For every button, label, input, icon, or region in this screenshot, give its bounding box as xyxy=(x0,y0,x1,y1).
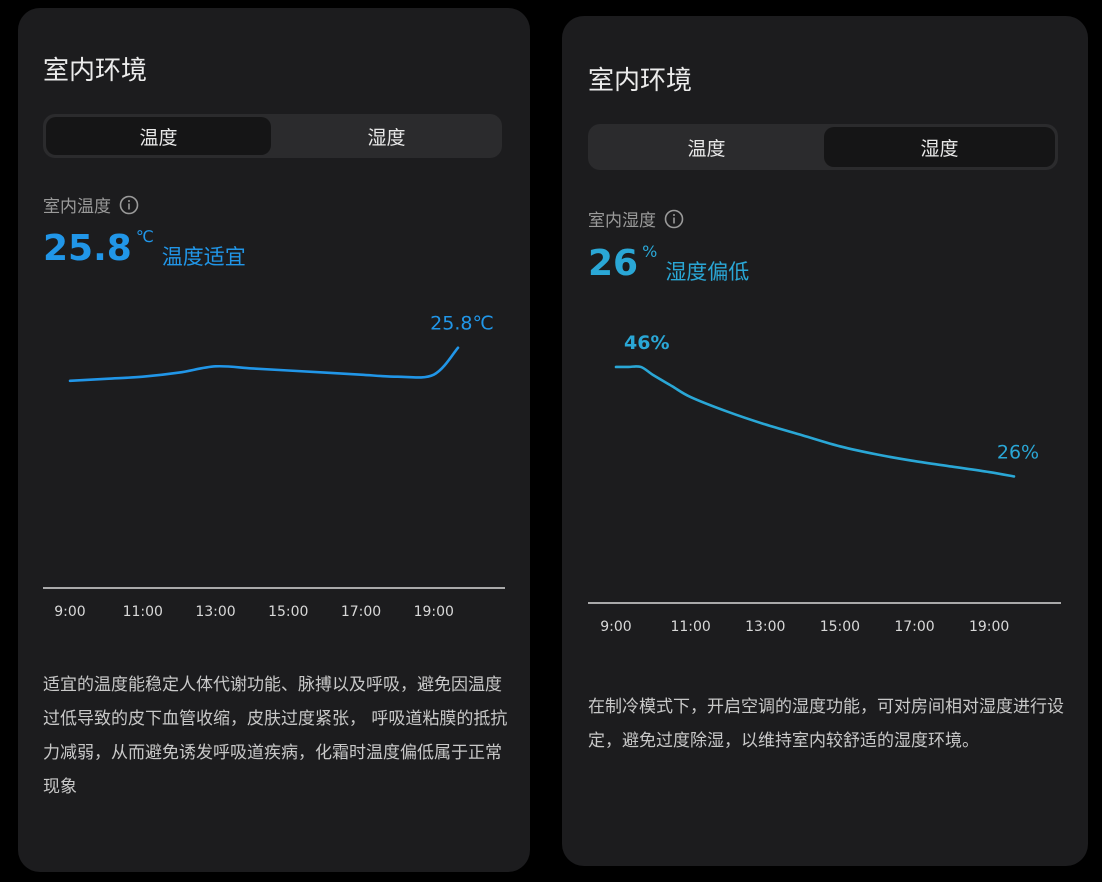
humidity-card: 室内环境 温度 湿度 室内湿度 26 % 湿度偏低 9:00 11:00 13:00… xyxy=(562,16,1088,866)
humidity-unit: % xyxy=(642,242,658,261)
temperature-value: 25.8 xyxy=(43,228,132,269)
humidity-status: 湿度偏低 xyxy=(665,260,750,284)
x-tick-label: 9:00 xyxy=(54,604,85,620)
humidity-chart: 9:00 11:00 13:00 15:00 17:00 19:00 46% 26% xyxy=(588,332,1061,635)
temperature-description: 适宜的温度能稳定人体代谢功能、脉搏以及呼吸，避免因温度过低导致的皮下血管收缩，皮… xyxy=(43,675,508,797)
series-line xyxy=(614,365,1016,478)
humidity-reading: 26 % 湿度偏低 xyxy=(588,242,750,286)
metric-label: 室内湿度 xyxy=(588,211,656,231)
x-tick-label: 11:00 xyxy=(123,604,163,620)
x-tick-label: 19:00 xyxy=(414,604,454,620)
last-value-label: 26% xyxy=(997,441,1039,463)
metric-label-row: 室内温度 xyxy=(43,192,139,217)
x-tick-label: 9:00 xyxy=(600,619,631,635)
last-value-label: 25.8℃ xyxy=(430,313,494,335)
x-tick-label: 15:00 xyxy=(268,604,308,620)
x-tick-label: 17:00 xyxy=(341,604,381,620)
metric-label-row: 室内湿度 xyxy=(588,206,684,231)
temperature-card: 室内环境 温度 湿度 室内温度 25.8 ℃ 温度适宜 9:00 11:00 13:… xyxy=(18,8,530,872)
tab-switch: 温度 湿度 xyxy=(588,124,1058,170)
series-line xyxy=(68,346,460,383)
temperature-reading: 25.8 ℃ 温度适宜 xyxy=(43,227,246,271)
x-tick-label: 11:00 xyxy=(670,619,710,635)
temperature-unit: ℃ xyxy=(135,227,154,246)
card-title: 室内环境 xyxy=(588,66,693,96)
info-icon[interactable] xyxy=(119,195,139,215)
x-tick-label: 15:00 xyxy=(820,619,860,635)
temperature-chart: 9:00 11:00 13:00 15:00 17:00 19:00 25.8℃ xyxy=(43,313,505,620)
card-title: 室内环境 xyxy=(43,56,148,86)
x-tick-label: 13:00 xyxy=(195,604,235,620)
humidity-description: 在制冷模式下，开启空调的湿度功能，可对房间相对湿度进行设定，避免过度除湿，以维持… xyxy=(588,697,1064,751)
x-tick-label: 13:00 xyxy=(745,619,785,635)
metric-label: 室内温度 xyxy=(43,197,111,217)
info-icon[interactable] xyxy=(664,209,684,229)
temperature-status: 温度适宜 xyxy=(161,245,246,269)
first-value-label: 46% xyxy=(624,332,669,354)
tab-temperature[interactable]: 温度 xyxy=(687,137,726,160)
tab-switch: 温度 湿度 xyxy=(43,114,502,158)
tab-temperature[interactable]: 温度 xyxy=(46,117,271,155)
tab-humidity[interactable]: 湿度 xyxy=(367,126,406,149)
humidity-value: 26 xyxy=(588,243,639,284)
x-tick-label: 17:00 xyxy=(894,619,934,635)
x-tick-label: 19:00 xyxy=(969,619,1009,635)
tab-humidity[interactable]: 湿度 xyxy=(824,127,1055,167)
